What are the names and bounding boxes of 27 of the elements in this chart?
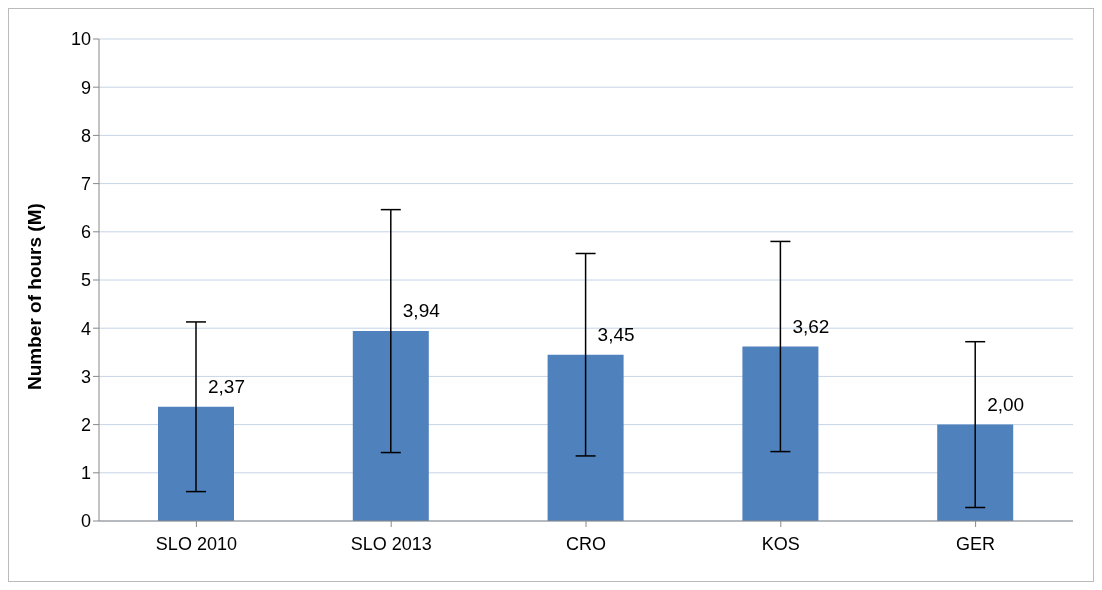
data-label: 2,00 bbox=[987, 393, 1025, 415]
bar bbox=[937, 424, 1014, 521]
y-tick-label: 8 bbox=[80, 125, 91, 146]
y-tick-label: 1 bbox=[80, 463, 91, 484]
y-tick-label: 0 bbox=[80, 511, 91, 532]
x-tick-label: SLO 2013 bbox=[350, 533, 432, 554]
x-tick-label: CRO bbox=[566, 533, 606, 554]
y-tick-label: 6 bbox=[80, 222, 91, 243]
y-tick-label: 7 bbox=[80, 173, 91, 194]
bar bbox=[742, 346, 819, 521]
y-tick-label: 5 bbox=[80, 270, 91, 291]
data-label: 2,37 bbox=[208, 375, 245, 397]
x-tick-label: KOS bbox=[761, 533, 800, 554]
y-tick-label: 4 bbox=[80, 318, 91, 339]
data-label: 3,62 bbox=[792, 315, 830, 337]
y-tick-label: 10 bbox=[70, 29, 91, 50]
y-tick-label: 3 bbox=[80, 366, 91, 387]
x-tick-label: SLO 2010 bbox=[155, 533, 237, 554]
data-label: 3,45 bbox=[597, 323, 635, 345]
y-tick-label: 9 bbox=[80, 77, 91, 98]
y-axis-title: Number of hours (M) bbox=[23, 203, 45, 390]
bar bbox=[547, 354, 624, 521]
data-label: 3,94 bbox=[402, 300, 441, 322]
bar bbox=[158, 406, 234, 521]
y-tick-label: 2 bbox=[80, 414, 91, 435]
bar bbox=[352, 331, 429, 521]
x-tick-label: GER bbox=[956, 533, 996, 554]
